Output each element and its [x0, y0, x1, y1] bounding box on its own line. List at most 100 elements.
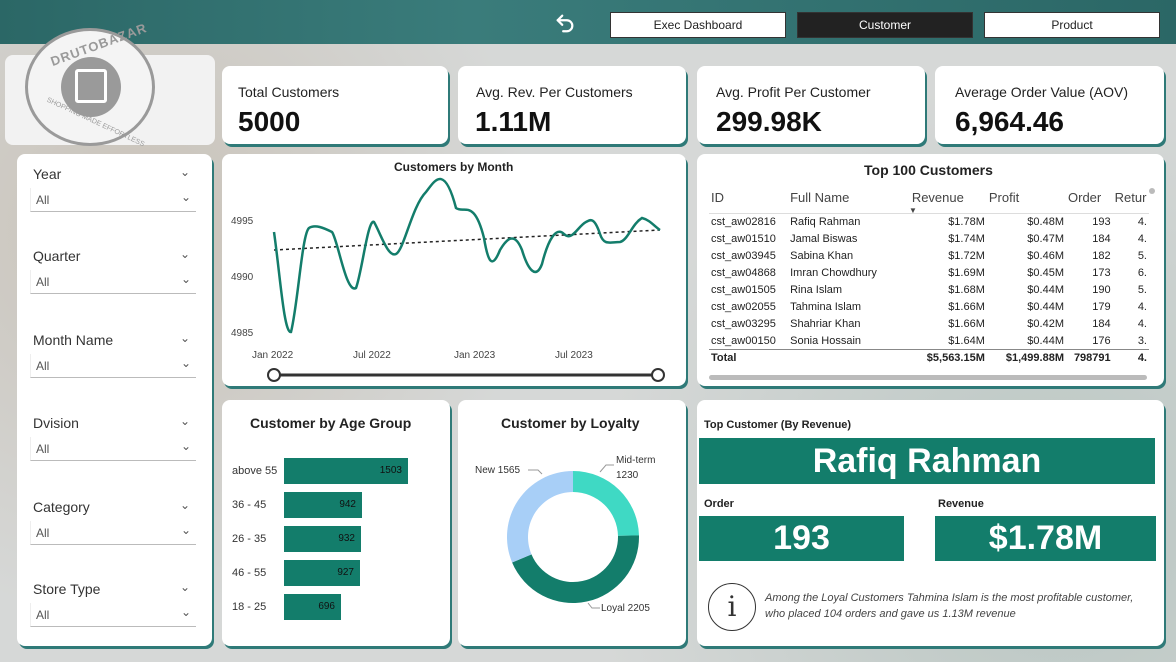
chevron-down-icon[interactable]: ⌄: [180, 414, 191, 428]
chevron-down-icon[interactable]: ⌄: [180, 165, 191, 179]
slider-end-handle[interactable]: [651, 368, 665, 382]
line-chart-canvas: 4995 4990 4985 Jan 2022 Jul 2022 Jan 202…: [231, 177, 665, 382]
kpi-value: 5000: [238, 106, 301, 137]
customers-line: [272, 177, 661, 334]
back-button[interactable]: [553, 12, 577, 36]
column-header[interactable]: Profit: [986, 190, 1066, 214]
table-cell: 4.: [1137, 233, 1147, 245]
table-cell: $1.66M: [948, 301, 985, 313]
table-total-cell: 798791: [1066, 349, 1113, 367]
table-cell: Rina Islam: [790, 284, 843, 296]
revenue-label: Revenue: [938, 498, 984, 510]
column-header[interactable]: Full Name: [788, 190, 910, 214]
slicer-dropdown[interactable]: All ⌄: [30, 270, 196, 294]
table-row[interactable]: cst_aw04868 Imran Chowdhury $1.69M $0.45M 17…: [709, 265, 1149, 282]
table-total-cell: [788, 349, 910, 367]
slicer-label: Quarter: [33, 248, 81, 264]
donut-slice-new[interactable]: [507, 471, 573, 563]
kpi-value: 1.11M: [475, 106, 552, 137]
legend-label-mid-term: Mid-term: [616, 455, 656, 466]
table-cell: $1.69M: [948, 267, 985, 279]
chevron-down-icon[interactable]: ⌄: [180, 580, 191, 594]
table-cell: 184: [1092, 233, 1111, 245]
table-cell: cst_aw03295: [711, 318, 776, 330]
table-cell: 5.: [1137, 250, 1147, 262]
order-value: 193: [699, 516, 904, 561]
table-cell: Imran Chowdhury: [790, 267, 877, 279]
table-row[interactable]: cst_aw01505 Rina Islam $1.68M $0.44M 190 5.: [709, 282, 1149, 299]
vertical-scrollbar[interactable]: [1149, 188, 1155, 194]
slicer-dropdown[interactable]: All ⌄: [30, 521, 196, 545]
table-cell: $0.48M: [1027, 216, 1064, 229]
bar[interactable]: 1503: [284, 458, 408, 484]
nav-exec-dashboard-button[interactable]: Exec Dashboard: [610, 12, 786, 38]
table-cell: $1.72M: [948, 250, 985, 262]
chart-title: Customer by Loyalty: [501, 415, 640, 431]
column-header[interactable]: Order: [1066, 190, 1113, 214]
bar-row: 18 - 25 696: [222, 594, 450, 620]
table-cell: cst_aw02816: [711, 216, 776, 229]
table-cell: Jamal Biswas: [790, 233, 858, 245]
bar-value: 942: [339, 499, 356, 510]
slider-start-handle[interactable]: [267, 368, 281, 382]
top-customer-name: Rafiq Rahman: [699, 438, 1155, 484]
column-header[interactable]: ID: [709, 190, 789, 214]
chevron-down-icon[interactable]: ⌄: [180, 331, 191, 345]
slicer-dropdown[interactable]: All ⌄: [30, 437, 196, 461]
table-cell: Tahmina Islam: [790, 301, 862, 313]
slicer-label: Category: [33, 499, 90, 515]
table-cell: $1.74M: [948, 233, 985, 245]
bar[interactable]: 942: [284, 492, 362, 518]
bar-label: 18 - 25: [232, 601, 267, 613]
table-cell: cst_aw01510: [711, 233, 776, 245]
chevron-down-icon: ⌄: [180, 605, 191, 619]
table-row[interactable]: cst_aw00150 Sonia Hossain $1.64M $0.44M 176 3…: [709, 333, 1149, 350]
bar[interactable]: 927: [284, 560, 360, 586]
table-row[interactable]: cst_aw03945 Sabina Khan $1.72M $0.46M 182 5.: [709, 248, 1149, 265]
table-cell: Rafiq Rahman: [790, 216, 861, 229]
table-cell: $1.68M: [948, 284, 985, 296]
x-tick: Jan 2022: [252, 350, 294, 361]
table-row[interactable]: cst_aw02055 Tahmina Islam $1.66M $0.44M 179 4…: [709, 299, 1149, 316]
kpi-aov: Average Order Value (AOV) 6,964.46: [935, 66, 1164, 144]
table-cell: 4.: [1137, 301, 1147, 313]
table-cell: cst_aw02055: [711, 301, 776, 313]
bar-row: 46 - 55 927: [222, 560, 450, 586]
bar[interactable]: 696: [284, 594, 341, 620]
donut-slice-mid-term[interactable]: [573, 471, 639, 536]
chevron-down-icon: ⌄: [180, 272, 191, 286]
table-cell: cst_aw04868: [711, 267, 776, 279]
kpi-title: Total Customers: [238, 84, 340, 100]
column-header[interactable]: Retur: [1112, 190, 1149, 214]
table-cell: $1.66M: [948, 318, 985, 330]
bar-value: 932: [338, 533, 355, 544]
column-header-sorted[interactable]: Revenue ▼: [909, 190, 987, 215]
table-cell: Sabina Khan: [790, 250, 854, 262]
table-title: Top 100 Customers: [864, 162, 993, 178]
table-total-cell: Total: [709, 349, 789, 367]
donut-slice-loyal[interactable]: [512, 535, 639, 603]
kpi-avg-profit: Avg. Profit Per Customer 299.98K: [697, 66, 925, 144]
bar[interactable]: 932: [284, 526, 361, 552]
chart-title: Customer by Age Group: [250, 415, 412, 431]
bar-value: 696: [318, 601, 335, 612]
table-row[interactable]: cst_aw02816 Rafiq Rahman $1.78M $0.48M 193 4.: [709, 214, 1149, 231]
table-cell: 193: [1092, 216, 1111, 229]
legend-label-new: New 1565: [475, 465, 521, 476]
table-row[interactable]: cst_aw01510 Jamal Biswas $1.74M $0.47M 184 4.: [709, 231, 1149, 248]
undo-arrow-icon: [556, 14, 574, 33]
bar-area: above 55 1503 36 - 45 942 26 - 35 932 46 - 55 9…: [222, 458, 450, 628]
top-customer-card: Top Customer (By Revenue) Rafiq Rahman O…: [697, 400, 1164, 646]
horizontal-scrollbar[interactable]: [709, 375, 1147, 380]
slicer-dropdown[interactable]: All ⌄: [30, 354, 196, 378]
table-row[interactable]: cst_aw03295 Shahriar Khan $1.66M $0.42M 184 4…: [709, 316, 1149, 333]
y-tick: 4990: [231, 272, 254, 283]
nav-product-button[interactable]: Product: [984, 12, 1160, 38]
slicer-dropdown[interactable]: All ⌄: [30, 188, 196, 212]
nav-customer-button[interactable]: Customer: [797, 12, 973, 38]
slicer-dropdown[interactable]: All ⌄: [30, 603, 196, 627]
slicer-value: All: [36, 193, 50, 207]
chevron-down-icon[interactable]: ⌄: [180, 247, 191, 261]
legend-value-mid-term: 1230: [616, 470, 639, 481]
chevron-down-icon[interactable]: ⌄: [180, 498, 191, 512]
